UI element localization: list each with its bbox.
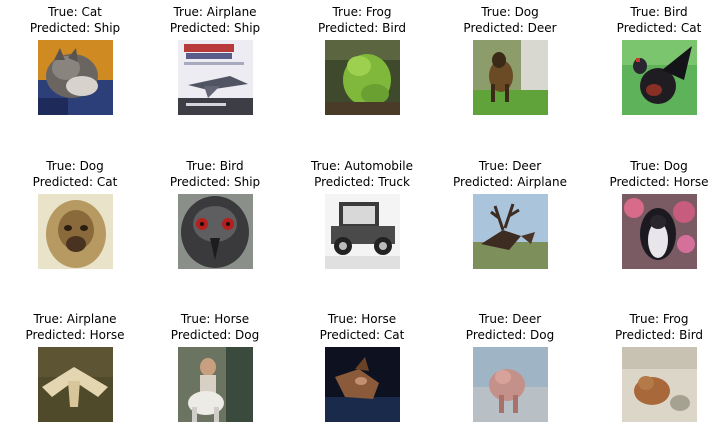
predicted-label: Predicted: Deer: [463, 21, 557, 35]
cell-caption: True: Bird Predicted: Cat: [584, 4, 716, 36]
cell-caption: True: Horse Predicted: Dog: [140, 311, 290, 343]
cell-caption: True: Frog Predicted: Bird: [287, 4, 437, 36]
predicted-label: Predicted: Ship: [29, 21, 121, 35]
true-label: True: Frog: [629, 312, 689, 326]
frog-image: [622, 347, 697, 422]
grid-cell: True: Cat Predicted: Ship: [0, 4, 150, 124]
grid-cell: True: Horse Predicted: Dog: [140, 311, 290, 431]
true-label: True: Airplane: [33, 312, 117, 326]
deer-image: [473, 194, 548, 269]
horse-image: [178, 347, 253, 422]
true-label: True: Frog: [332, 5, 392, 19]
grid-cell: True: Airplane Predicted: Ship: [140, 4, 290, 124]
airplane-image: [178, 40, 253, 115]
predicted-label: Predicted: Dog: [465, 328, 555, 342]
predicted-label: Predicted: Cat: [319, 328, 405, 342]
grid-cell: True: Deer Predicted: Airplane: [435, 158, 585, 278]
predicted-label: Predicted: Horse: [25, 328, 125, 342]
cell-caption: True: Airplane Predicted: Ship: [140, 4, 290, 36]
grid-cell: True: Bird Predicted: Ship: [140, 158, 290, 278]
true-label: True: Deer: [478, 159, 542, 173]
true-label: True: Automobile: [311, 159, 413, 173]
true-label: True: Airplane: [173, 5, 257, 19]
predicted-label: Predicted: Bird: [317, 21, 407, 35]
predicted-label: Predicted: Airplane: [453, 175, 567, 189]
grid-cell: True: Airplane Predicted: Horse: [0, 311, 150, 431]
cell-caption: True: Cat Predicted: Ship: [0, 4, 150, 36]
airplane-image: [38, 347, 113, 422]
true-label: True: Deer: [478, 312, 542, 326]
cell-caption: True: Airplane Predicted: Horse: [0, 311, 150, 343]
cell-caption: True: Automobile Predicted: Truck: [287, 158, 437, 190]
cell-caption: True: Dog Predicted: Horse: [584, 158, 716, 190]
bird-image: [178, 194, 253, 269]
grid-cell: True: Dog Predicted: Deer: [435, 4, 585, 124]
predicted-label: Predicted: Cat: [616, 21, 702, 35]
deer-image: [473, 347, 548, 422]
predicted-label: Predicted: Ship: [169, 21, 261, 35]
true-label: True: Horse: [327, 312, 397, 326]
predicted-label: Predicted: Cat: [32, 175, 118, 189]
dog-image: [622, 194, 697, 269]
predicted-label: Predicted: Dog: [170, 328, 260, 342]
cell-caption: True: Dog Predicted: Cat: [0, 158, 150, 190]
cell-caption: True: Deer Predicted: Airplane: [435, 158, 585, 190]
true-label: True: Cat: [48, 5, 102, 19]
cell-caption: True: Bird Predicted: Ship: [140, 158, 290, 190]
grid-cell: True: Deer Predicted: Dog: [435, 311, 585, 431]
grid-cell: True: Frog Predicted: Bird: [584, 311, 716, 431]
true-label: True: Dog: [630, 159, 688, 173]
grid-cell: True: Horse Predicted: Cat: [287, 311, 437, 431]
true-label: True: Dog: [481, 5, 539, 19]
predicted-label: Predicted: Horse: [609, 175, 709, 189]
grid-cell: True: Bird Predicted: Cat: [584, 4, 716, 124]
predicted-label: Predicted: Ship: [169, 175, 261, 189]
true-label: True: Bird: [630, 5, 688, 19]
grid-cell: True: Automobile Predicted: Truck: [287, 158, 437, 278]
cat-image: [38, 40, 113, 115]
cell-caption: True: Frog Predicted: Bird: [584, 311, 716, 343]
horse-image: [325, 347, 400, 422]
cell-caption: True: Dog Predicted: Deer: [435, 4, 585, 36]
true-label: True: Horse: [180, 312, 250, 326]
grid-cell: True: Dog Predicted: Horse: [584, 158, 716, 278]
automobile-image: [325, 194, 400, 269]
frog-image: [325, 40, 400, 115]
cell-caption: True: Deer Predicted: Dog: [435, 311, 585, 343]
grid-cell: True: Dog Predicted: Cat: [0, 158, 150, 278]
predicted-label: Predicted: Bird: [614, 328, 704, 342]
grid-cell: True: Frog Predicted: Bird: [287, 4, 437, 124]
dog-image: [38, 194, 113, 269]
cell-caption: True: Horse Predicted: Cat: [287, 311, 437, 343]
bird-image: [622, 40, 697, 115]
true-label: True: Dog: [46, 159, 104, 173]
dog-image: [473, 40, 548, 115]
predicted-label: Predicted: Truck: [314, 175, 410, 189]
true-label: True: Bird: [186, 159, 244, 173]
